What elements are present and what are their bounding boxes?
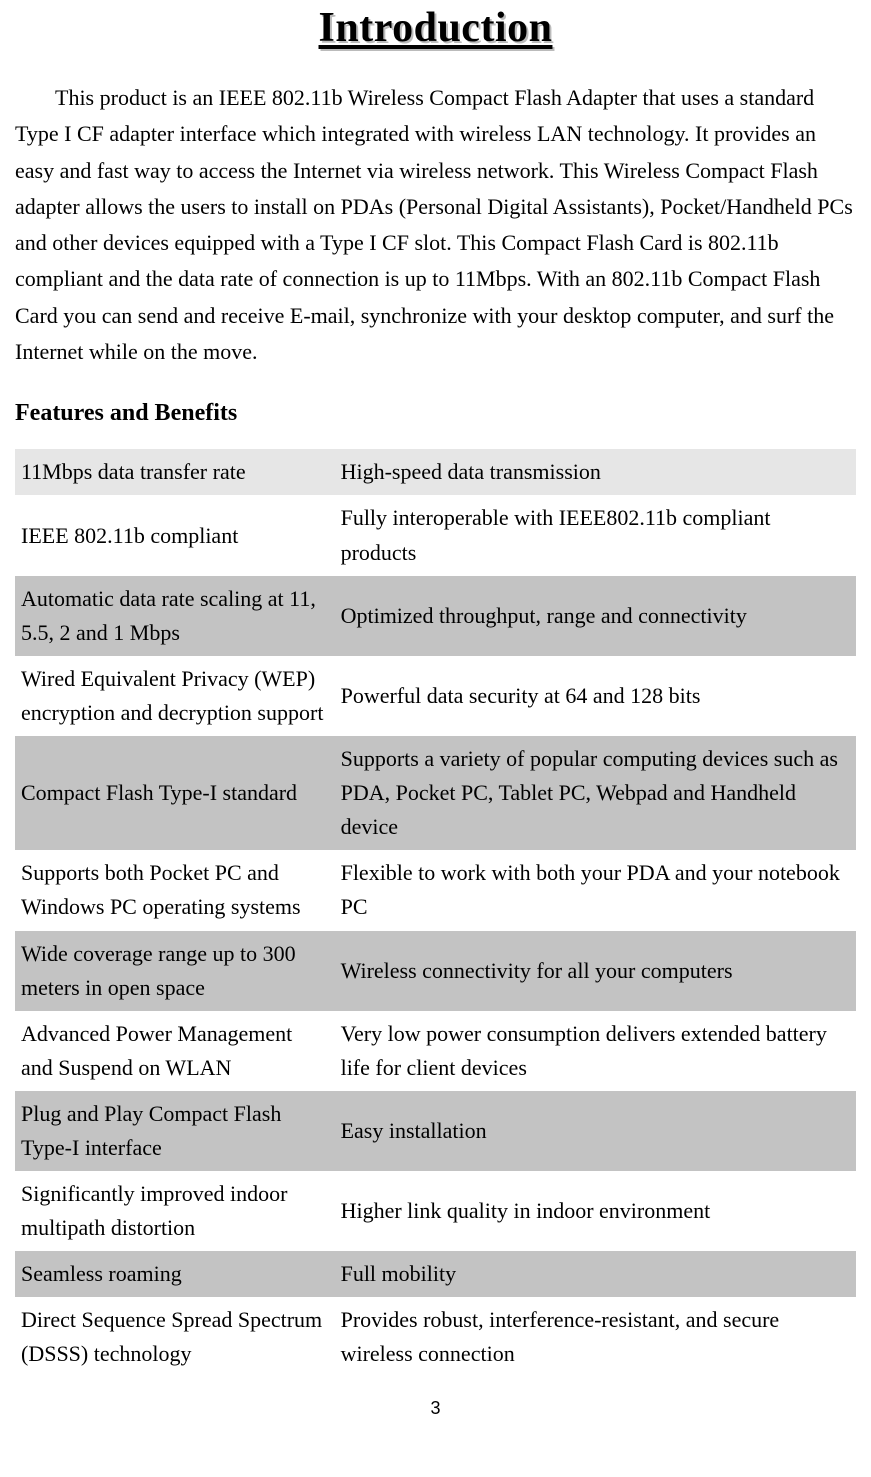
feature-cell: Automatic data rate scaling at 11, 5.5, … [15,576,335,656]
page-title: Introduction [15,4,856,52]
benefit-cell: High-speed data transmission [335,449,856,495]
table-row: Wide coverage range up to 300 meters in … [15,931,856,1011]
feature-cell: Plug and Play Compact Flash Type-I inter… [15,1091,335,1171]
table-row: Plug and Play Compact Flash Type-I inter… [15,1091,856,1171]
benefit-cell: Wireless connectivity for all your compu… [335,931,856,1011]
feature-cell: 11Mbps data transfer rate [15,449,335,495]
page-number: 3 [15,1398,856,1419]
feature-cell: Seamless roaming [15,1251,335,1297]
feature-cell: Wide coverage range up to 300 meters in … [15,931,335,1011]
table-row: Direct Sequence Spread Spectrum (DSSS) t… [15,1297,856,1377]
feature-cell: Compact Flash Type-I standard [15,736,335,850]
feature-cell: IEEE 802.11b compliant [15,495,335,575]
benefit-cell: Provides robust, interference-resistant,… [335,1297,856,1377]
feature-cell: Advanced Power Management and Suspend on… [15,1011,335,1091]
benefit-cell: Powerful data security at 64 and 128 bit… [335,656,856,736]
table-row: IEEE 802.11b compliantFully interoperabl… [15,495,856,575]
benefit-cell: Flexible to work with both your PDA and … [335,850,856,930]
table-row: Supports both Pocket PC and Windows PC o… [15,850,856,930]
table-row: Seamless roamingFull mobility [15,1251,856,1297]
feature-cell: Significantly improved indoor multipath … [15,1171,335,1251]
feature-cell: Supports both Pocket PC and Windows PC o… [15,850,335,930]
benefit-cell: Easy installation [335,1091,856,1171]
intro-paragraph: This product is an IEEE 802.11b Wireless… [15,80,856,370]
features-table: 11Mbps data transfer rateHigh-speed data… [15,449,856,1377]
benefit-cell: Supports a variety of popular computing … [335,736,856,850]
feature-cell: Wired Equivalent Privacy (WEP) encryptio… [15,656,335,736]
table-row: Wired Equivalent Privacy (WEP) encryptio… [15,656,856,736]
benefit-cell: Full mobility [335,1251,856,1297]
table-row: Advanced Power Management and Suspend on… [15,1011,856,1091]
benefit-cell: Very low power consumption delivers exte… [335,1011,856,1091]
feature-cell: Direct Sequence Spread Spectrum (DSSS) t… [15,1297,335,1377]
benefit-cell: Higher link quality in indoor environmen… [335,1171,856,1251]
table-row: 11Mbps data transfer rateHigh-speed data… [15,449,856,495]
benefit-cell: Fully interoperable with IEEE802.11b com… [335,495,856,575]
table-row: Automatic data rate scaling at 11, 5.5, … [15,576,856,656]
features-subheading: Features and Benefits [15,400,856,427]
table-row: Compact Flash Type-I standardSupports a … [15,736,856,850]
table-row: Significantly improved indoor multipath … [15,1171,856,1251]
benefit-cell: Optimized throughput, range and connecti… [335,576,856,656]
